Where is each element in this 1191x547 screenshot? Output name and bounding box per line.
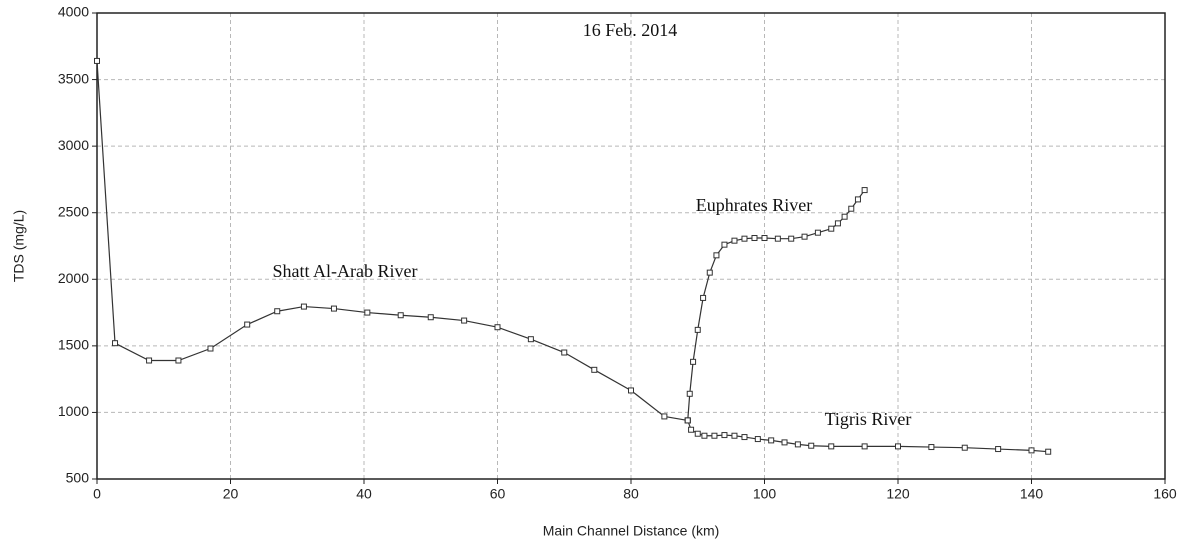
point-marker bbox=[694, 430, 701, 437]
x-tick-label: 20 bbox=[223, 486, 239, 502]
x-tick-label: 60 bbox=[490, 486, 506, 502]
point-marker bbox=[244, 321, 251, 328]
series-label: Euphrates River bbox=[696, 195, 812, 215]
point-marker bbox=[686, 390, 693, 397]
point-marker bbox=[895, 443, 901, 450]
point-marker bbox=[561, 349, 568, 356]
point-marker bbox=[175, 357, 182, 364]
point-marker bbox=[781, 439, 788, 446]
x-tick-label: 0 bbox=[93, 486, 101, 502]
point-marker bbox=[761, 235, 768, 242]
point-marker bbox=[788, 235, 795, 242]
series-label: Shatt Al-Arab River bbox=[273, 261, 418, 281]
point-marker bbox=[427, 314, 434, 321]
point-marker bbox=[794, 441, 801, 448]
point-marker bbox=[861, 187, 868, 194]
series-line bbox=[687, 189, 866, 421]
point-marker bbox=[995, 446, 1002, 453]
point-marker bbox=[774, 235, 781, 242]
x-tick-label: 80 bbox=[623, 486, 639, 502]
y-tick-label: 1500 bbox=[58, 337, 89, 353]
point-marker bbox=[694, 326, 701, 333]
x-axis-label: Main Channel Distance (km) bbox=[543, 523, 720, 539]
point-marker bbox=[801, 233, 808, 240]
point-marker bbox=[94, 57, 100, 64]
point-marker bbox=[300, 303, 307, 310]
point-marker bbox=[848, 205, 855, 212]
point-marker bbox=[741, 434, 748, 441]
point-marker bbox=[461, 317, 468, 324]
chart-title: 16 Feb. 2014 bbox=[583, 20, 678, 40]
x-tick-label: 140 bbox=[1020, 486, 1044, 502]
point-marker bbox=[754, 436, 761, 443]
point-marker bbox=[841, 213, 848, 220]
point-marker bbox=[808, 442, 815, 449]
plot-frame bbox=[96, 12, 1166, 480]
point-marker bbox=[741, 235, 748, 242]
point-marker bbox=[834, 220, 841, 227]
y-tick-label: 3000 bbox=[58, 137, 89, 153]
point-marker bbox=[731, 432, 738, 439]
point-marker bbox=[828, 443, 835, 450]
point-marker bbox=[814, 229, 821, 236]
point-marker bbox=[146, 357, 153, 364]
y-tick-label: 3500 bbox=[58, 70, 89, 86]
y-tick-label: 500 bbox=[66, 470, 90, 486]
point-marker bbox=[688, 426, 695, 433]
point-marker bbox=[713, 252, 720, 259]
point-marker bbox=[397, 312, 404, 319]
point-marker bbox=[721, 241, 728, 248]
y-tick-label: 1000 bbox=[58, 403, 89, 419]
point-marker bbox=[961, 444, 968, 451]
point-marker bbox=[706, 269, 713, 276]
point-marker bbox=[1045, 448, 1052, 455]
series-line bbox=[96, 60, 688, 422]
series-label: Tigris River bbox=[825, 409, 912, 429]
point-marker bbox=[721, 432, 728, 439]
point-marker bbox=[928, 444, 935, 451]
point-marker bbox=[861, 443, 868, 450]
x-tick-label: 160 bbox=[1153, 486, 1177, 502]
x-tick-label: 40 bbox=[356, 486, 372, 502]
point-marker bbox=[690, 358, 697, 365]
point-marker bbox=[700, 294, 707, 301]
y-axis-label: TDS (mg/L) bbox=[11, 210, 27, 282]
point-marker bbox=[684, 417, 691, 424]
point-marker bbox=[854, 196, 861, 203]
y-tick-label: 2500 bbox=[58, 203, 89, 219]
x-tick-label: 100 bbox=[753, 486, 777, 502]
point-marker bbox=[112, 340, 119, 347]
y-tick-label: 4000 bbox=[58, 4, 89, 20]
point-marker bbox=[591, 366, 598, 373]
point-marker bbox=[768, 437, 775, 444]
point-marker bbox=[330, 305, 337, 312]
point-marker bbox=[731, 237, 738, 244]
x-tick-label: 120 bbox=[886, 486, 910, 502]
point-marker bbox=[628, 387, 634, 394]
point-marker bbox=[661, 413, 668, 420]
point-marker bbox=[527, 336, 534, 343]
point-marker bbox=[751, 235, 758, 242]
point-marker bbox=[274, 308, 281, 315]
y-tick-label: 2000 bbox=[58, 270, 89, 286]
point-marker bbox=[494, 324, 501, 331]
point-marker bbox=[711, 432, 718, 439]
point-marker bbox=[1028, 447, 1035, 454]
point-marker bbox=[701, 432, 708, 439]
point-marker bbox=[828, 225, 835, 232]
point-marker bbox=[207, 345, 214, 352]
point-marker bbox=[364, 309, 371, 316]
